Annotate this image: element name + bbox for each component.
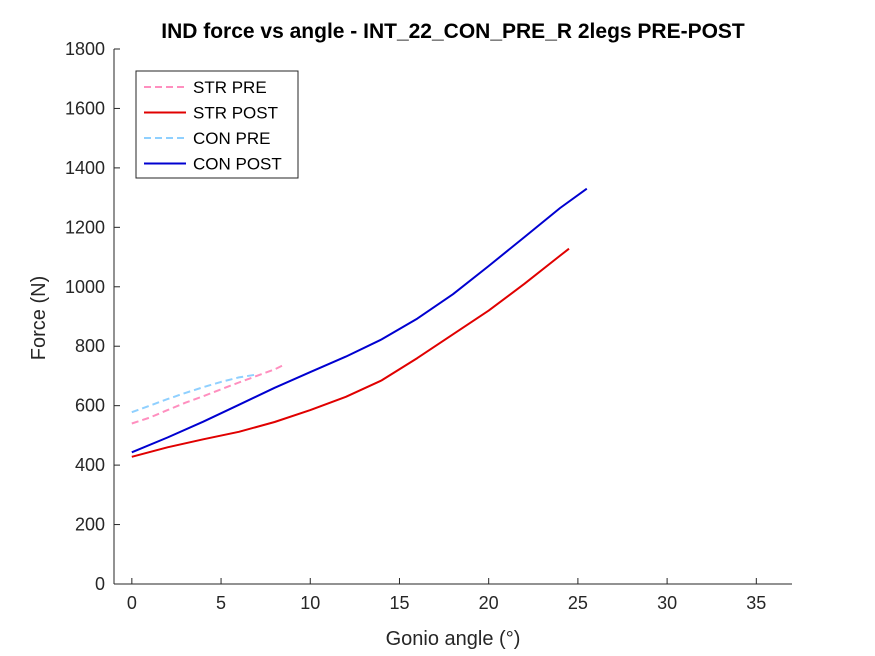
x-tick-label: 0 [127,593,137,613]
legend-entry-label: CON PRE [193,129,270,148]
y-tick-label: 600 [75,396,105,416]
x-tick-label: 30 [657,593,677,613]
series-line-con-pre [131,373,257,414]
y-tick-label: 1200 [65,217,105,237]
y-tick-label: 1600 [65,98,105,118]
series-line-str-pre [131,363,286,425]
series-lines [131,187,588,458]
y-tick-label: 200 [75,515,105,535]
y-tick-label: 1000 [65,277,105,297]
y-tick-label: 1400 [65,158,105,178]
y-tick-label: 400 [75,455,105,475]
y-tick-label: 0 [95,574,105,594]
y-tick-label: 1800 [65,39,105,59]
series-line-str-post [131,247,570,458]
plot-area [113,49,792,585]
legend-entry-label: CON POST [193,155,282,174]
legend-entry-label: STR PRE [193,78,267,97]
chart-title: IND force vs angle - INT_22_CON_PRE_R 2l… [161,20,745,43]
x-axis-label: Gonio angle (°) [386,628,521,650]
y-tick-label: 800 [75,336,105,356]
x-tick-label: 5 [216,593,226,613]
x-tick-label: 20 [479,593,499,613]
x-tick-label: 25 [568,593,588,613]
y-axis-ticks: 0 200 400 600 800 1000 1200 1400 1600 1800 [65,39,120,594]
x-tick-label: 35 [746,593,766,613]
legend-box [135,70,299,179]
x-tick-label: 10 [300,593,320,613]
series-line-con-post [131,187,588,454]
legend-entry-label: STR POST [193,104,278,123]
legend: STR PRE STR POST CON PRE CON POST [135,70,299,179]
x-tick-label: 15 [389,593,409,613]
y-axis-label: Force (N) [28,276,50,360]
x-axis-ticks: 0 5 10 15 20 25 30 35 [127,578,766,613]
